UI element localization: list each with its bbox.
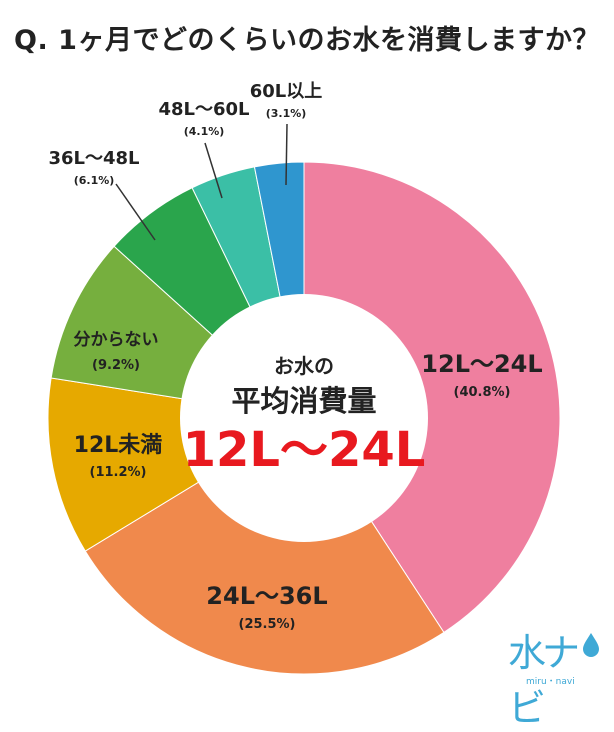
donut-hole (180, 294, 428, 542)
logo-subtext: miru・navi (526, 677, 575, 687)
slice-label-5: 36L〜48L (48, 148, 139, 169)
center-value: 12L〜24L (183, 422, 426, 478)
mizu-navi-logo: 水ナビ miru・navi (508, 622, 604, 730)
center-line2: 平均消費量 (231, 384, 376, 418)
donut-chart: 12L〜24L (40.8%) 24L〜36L (25.5%) 12L未満 (11.2%)… (47, 81, 561, 675)
leader-line-7 (285, 123, 288, 186)
slice-label-3: 12L未満 (74, 432, 163, 458)
slice-label-4: 分からない (74, 330, 159, 350)
slice-label-2: 24L〜36L (206, 582, 327, 610)
slice-label-6: 48L〜60L (158, 99, 249, 120)
slice-label-1: 12L〜24L (421, 350, 542, 378)
center-line1: お水の (274, 354, 334, 378)
slice-percent-1: (40.8%) (454, 385, 511, 400)
slice-percent-3: (11.2%) (90, 465, 147, 480)
slice-percent-5: (6.1%) (74, 174, 115, 187)
slice-percent-2: (25.5%) (239, 617, 296, 632)
chart-title: Q. 1ヶ月でどのくらいのお水を消費しますか？ (14, 25, 600, 56)
slice-percent-6: (4.1%) (184, 125, 225, 138)
slice-label-7: 60L以上 (250, 81, 323, 102)
slice-percent-4: (9.2%) (92, 358, 140, 373)
slice-2 (84, 417, 445, 675)
slice-percent-7: (3.1%) (266, 107, 307, 120)
leader-line-6 (204, 142, 223, 199)
water-drop-icon (583, 633, 599, 657)
leader-line-5 (115, 183, 156, 241)
